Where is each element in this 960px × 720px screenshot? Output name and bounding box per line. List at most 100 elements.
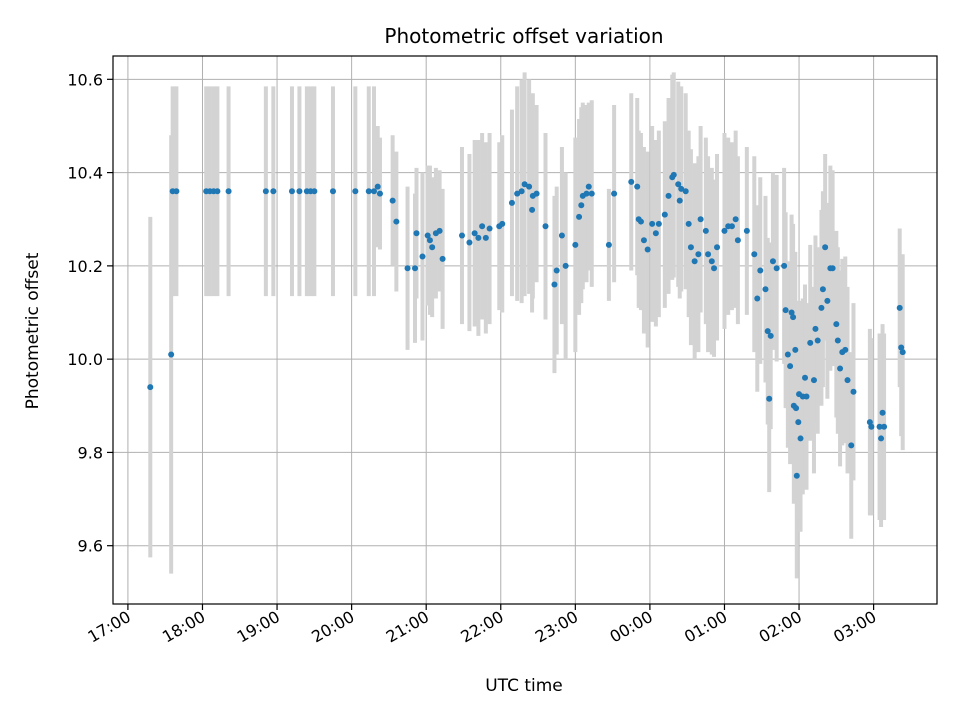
data-point [214, 188, 221, 195]
data-point [834, 337, 841, 344]
data-point [311, 188, 318, 195]
data-point [365, 188, 372, 195]
data-point [458, 232, 465, 239]
data-point [824, 297, 831, 304]
data-point [270, 188, 277, 195]
data-point [640, 237, 647, 244]
data-point [649, 220, 656, 227]
x-tick-label: 03:00 [830, 607, 879, 647]
data-point [424, 232, 431, 239]
data-point [652, 230, 659, 237]
data-point [583, 190, 590, 197]
data-point [436, 227, 443, 234]
data-point [471, 230, 478, 237]
data-point [790, 314, 797, 321]
plot-frame [112, 55, 938, 605]
data-point [572, 241, 579, 248]
x-tick-label: 22:00 [457, 607, 506, 647]
data-point [521, 181, 528, 188]
data-point [792, 346, 799, 353]
data-points [147, 171, 906, 479]
chart-title: Photometric offset variation [384, 24, 663, 48]
data-point [644, 246, 651, 253]
x-axis-label: UTC time [485, 676, 563, 696]
data-point [802, 374, 809, 381]
data-point [225, 188, 232, 195]
data-point [702, 227, 709, 234]
data-point [866, 419, 873, 426]
data-point [810, 377, 817, 384]
data-point [721, 227, 728, 234]
data-point [168, 351, 175, 358]
x-tick-label: 21:00 [383, 607, 432, 647]
data-point [812, 325, 819, 332]
data-point [784, 351, 791, 358]
data-point [697, 216, 704, 223]
data-point [296, 188, 303, 195]
data-point [526, 183, 533, 190]
data-point [797, 435, 804, 442]
data-point [393, 218, 400, 225]
data-point [678, 185, 685, 192]
data-point [553, 267, 560, 274]
data-point [899, 349, 906, 356]
data-point [807, 339, 814, 346]
data-point [842, 346, 849, 353]
data-point [413, 230, 420, 237]
x-tick-label: 00:00 [606, 607, 655, 647]
data-point [426, 237, 433, 244]
x-axis-ticks: 17:00 18:00 19:00 20:00 21:00 22:00 23:00 00:00… [84, 604, 880, 647]
data-point [628, 178, 635, 185]
data-point [588, 190, 595, 197]
data-point [687, 244, 694, 251]
data-point [429, 244, 436, 251]
data-point [173, 188, 180, 195]
data-point [288, 188, 295, 195]
data-point [529, 206, 536, 213]
data-point [751, 251, 758, 258]
data-point [499, 220, 506, 227]
y-tick-label: 10.2 [67, 257, 103, 276]
data-point [850, 388, 857, 395]
data-point [781, 262, 788, 269]
data-point [637, 218, 644, 225]
data-point [419, 253, 426, 260]
data-point [711, 265, 718, 272]
data-point [868, 423, 875, 430]
data-point [605, 241, 612, 248]
data-point [829, 265, 836, 272]
data-point [734, 237, 741, 244]
data-point [665, 192, 672, 199]
data-point [818, 304, 825, 311]
data-point [518, 188, 525, 195]
data-point [376, 190, 383, 197]
data-point [793, 405, 800, 412]
data-point [788, 309, 795, 316]
data-point [634, 183, 641, 190]
data-point [542, 223, 549, 230]
data-point [262, 188, 269, 195]
data-point [764, 328, 771, 335]
data-point [374, 183, 381, 190]
data-point [833, 321, 840, 328]
data-point [795, 419, 802, 426]
data-point [466, 239, 473, 246]
data-point [695, 251, 702, 258]
data-point [714, 244, 721, 251]
data-point [475, 234, 482, 241]
data-point [837, 365, 844, 372]
data-point [611, 190, 618, 197]
data-point [691, 258, 698, 265]
data-point [898, 344, 905, 351]
data-point [762, 286, 769, 293]
data-point [787, 363, 794, 370]
data-point [655, 220, 662, 227]
data-point [147, 384, 154, 391]
data-point [896, 304, 903, 311]
data-point [819, 286, 826, 293]
data-point [412, 265, 419, 272]
data-point [878, 435, 885, 442]
x-tick-label: 17:00 [84, 607, 133, 647]
data-point [682, 188, 689, 195]
